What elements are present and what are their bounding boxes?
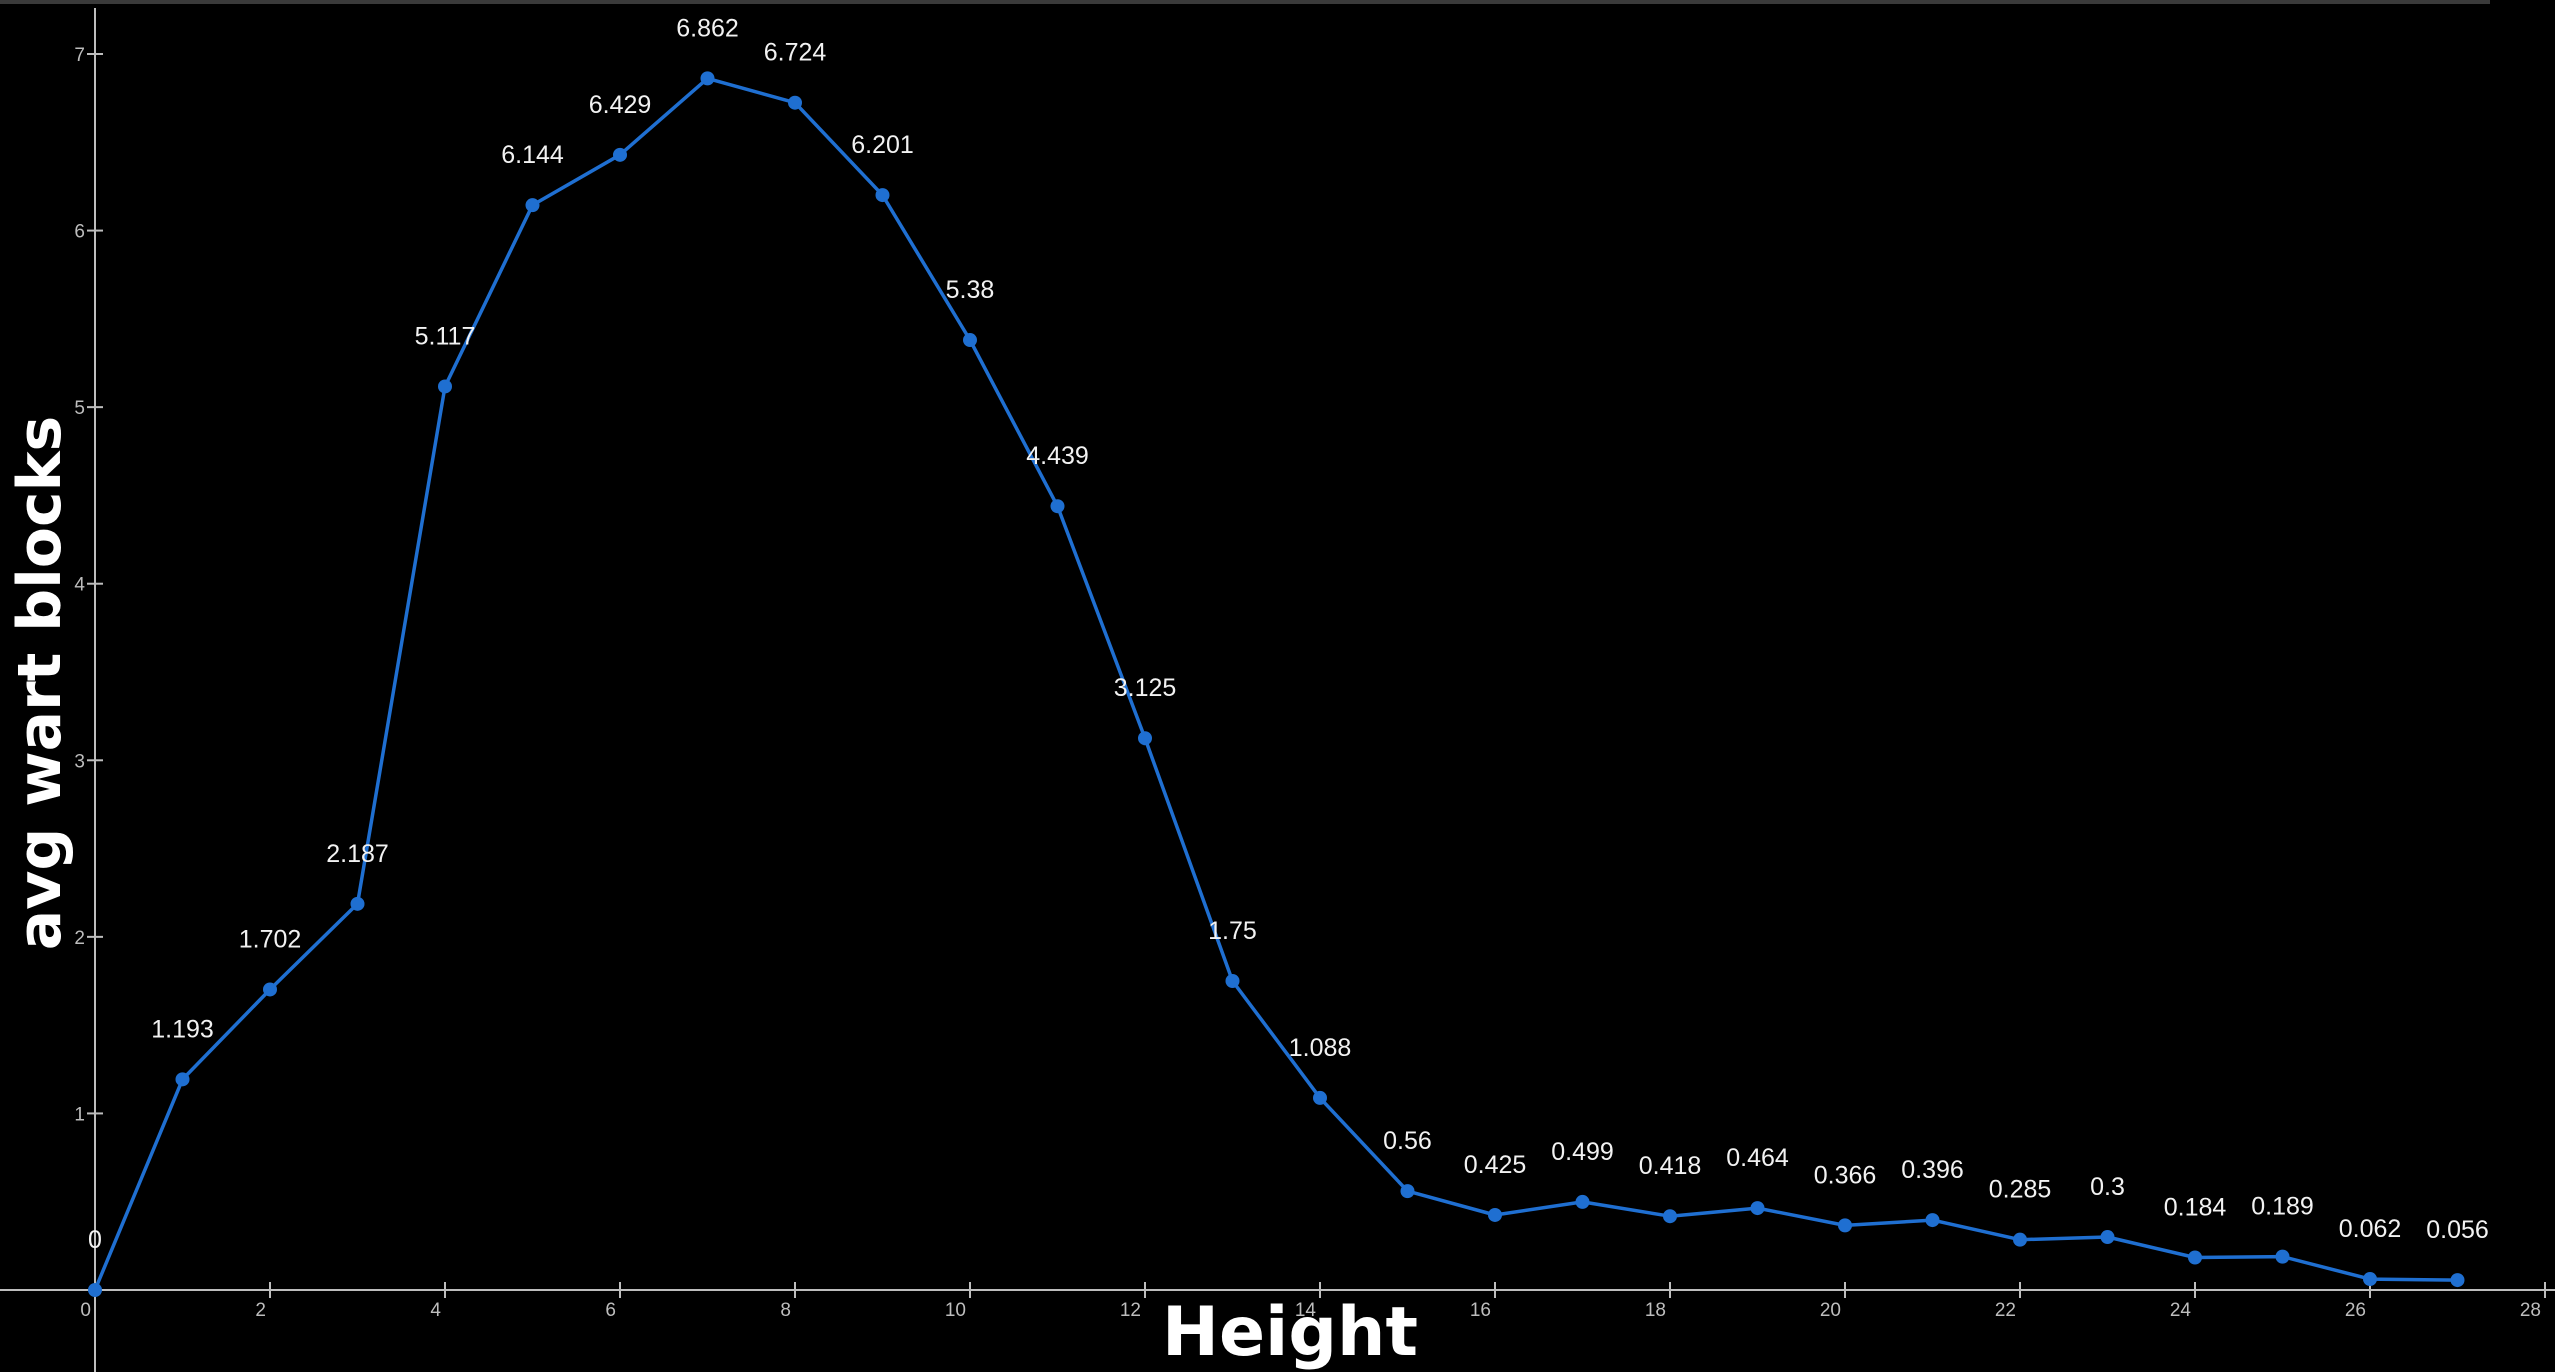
- x-tick-label: 26: [2345, 1300, 2366, 1321]
- data-label: 0.396: [1901, 1156, 1964, 1184]
- data-point: [2450, 1273, 2465, 1288]
- series-line: [93, 76, 2458, 1291]
- x-tick-label: 8: [780, 1300, 791, 1321]
- data-point: [963, 333, 977, 348]
- x-tick-label: 16: [1470, 1300, 1491, 1321]
- data-point: [88, 1283, 102, 1297]
- top-divider: [0, 0, 2490, 4]
- data-label: 6.724: [764, 39, 827, 67]
- x-tick-label: 24: [2170, 1300, 2192, 1321]
- data-point: [1488, 1207, 1502, 1222]
- data-label: 0.56: [1383, 1127, 1432, 1155]
- data-point: [2013, 1232, 2027, 1247]
- data-label: 0.184: [2164, 1194, 2227, 1222]
- data-point: [1400, 1184, 1415, 1199]
- x-tick-label: 12: [1120, 1300, 1141, 1321]
- x-tick-label: 0: [80, 1300, 91, 1321]
- data-point: [1225, 974, 1240, 988]
- data-point: [2100, 1230, 2115, 1245]
- data-point: [875, 188, 890, 203]
- data-label: 3.125: [1114, 674, 1177, 702]
- x-tick-label: 18: [1645, 1300, 1666, 1321]
- data-label: 1.088: [1289, 1034, 1352, 1062]
- data-label: 6.429: [589, 91, 652, 119]
- x-tick-label: 2: [255, 1300, 266, 1321]
- data-point: [1575, 1194, 1590, 1209]
- x-tick-label: 4: [430, 1300, 441, 1321]
- data-point: [613, 147, 627, 162]
- data-point: [2363, 1272, 2377, 1287]
- data-point: [1138, 731, 1152, 746]
- data-point: [788, 95, 802, 110]
- data-point: [1313, 1090, 1327, 1105]
- x-tick-label: 22: [1995, 1300, 2016, 1321]
- data-label: 0.425: [1464, 1151, 1527, 1179]
- series-layer: [88, 71, 2465, 1297]
- data-label: 0.056: [2426, 1216, 2489, 1244]
- data-label: 0.464: [1726, 1144, 1789, 1172]
- data-point: [1838, 1218, 1852, 1233]
- y-tick-label: 6: [74, 222, 85, 243]
- x-tick-label: 28: [2520, 1300, 2541, 1321]
- data-point: [1050, 499, 1065, 514]
- data-label: 2.187: [326, 840, 389, 868]
- data-label: 4.439: [1026, 442, 1089, 470]
- data-label: 0.285: [1989, 1176, 2052, 1204]
- data-point: [2188, 1250, 2202, 1265]
- data-label: 1.193: [151, 1015, 214, 1043]
- data-point: [1750, 1201, 1765, 1216]
- data-label: 0.062: [2339, 1215, 2402, 1243]
- axes: [0, 8, 2555, 1372]
- data-label: 0.189: [2251, 1193, 2314, 1221]
- data-label: 0: [88, 1226, 102, 1254]
- y-tick-label: 5: [74, 398, 85, 419]
- x-tick-label: 20: [1820, 1300, 1841, 1321]
- data-label: 1.75: [1208, 917, 1257, 945]
- data-label: 6.201: [851, 131, 914, 159]
- x-tick-label: 10: [945, 1300, 966, 1321]
- data-label: 0.366: [1814, 1161, 1877, 1189]
- data-point: [1663, 1209, 1677, 1224]
- data-point: [350, 896, 365, 911]
- data-label: 0.3: [2090, 1173, 2125, 1201]
- data-label: 5.117: [415, 322, 476, 350]
- data-point: [525, 198, 540, 213]
- data-point: [1925, 1213, 1940, 1228]
- data-label: 5.38: [946, 276, 995, 304]
- x-ticks: 0 2 4 6 8 10 12 14 16 18 20 22 24 26 28: [80, 1282, 2546, 1321]
- y-tick-label: 3: [74, 751, 85, 772]
- y-tick-label: 4: [74, 575, 85, 596]
- data-point: [175, 1072, 190, 1087]
- data-label: 6.862: [676, 14, 739, 42]
- data-label: 0.499: [1551, 1138, 1614, 1166]
- data-point: [438, 379, 452, 394]
- data-point: [263, 982, 277, 997]
- y-tick-label: 2: [74, 928, 85, 949]
- x-tick-label: 14: [1295, 1300, 1317, 1321]
- data-point: [700, 71, 715, 86]
- data-label: 0.418: [1639, 1152, 1702, 1180]
- y-ticks: 1 2 3 4 5 6 7: [74, 45, 103, 1125]
- data-point: [2275, 1249, 2290, 1264]
- x-axis-title: Height: [1162, 1293, 1418, 1372]
- data-label: 1.702: [239, 925, 302, 953]
- y-tick-label: 1: [74, 1104, 85, 1125]
- y-axis-title: avg wart blocks: [5, 416, 75, 950]
- y-tick-label: 7: [74, 45, 85, 66]
- data-labels: 0 1.193 1.702 2.187 5.117 6.144 6.429 6.862 6.72…: [88, 14, 2489, 1254]
- data-label: 6.144: [501, 141, 564, 169]
- x-tick-label: 6: [605, 1300, 616, 1321]
